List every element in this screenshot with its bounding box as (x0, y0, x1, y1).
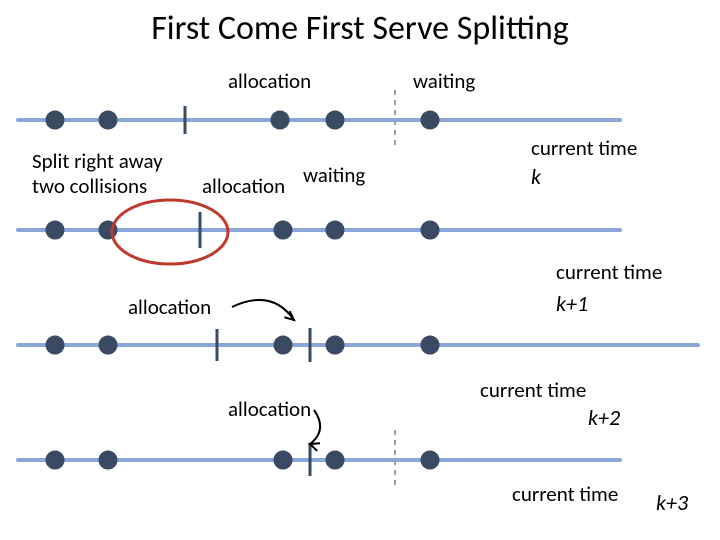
diagram-svg (0, 0, 720, 540)
diagram-canvas: { "title": { "text": "First Come First S… (0, 0, 720, 540)
